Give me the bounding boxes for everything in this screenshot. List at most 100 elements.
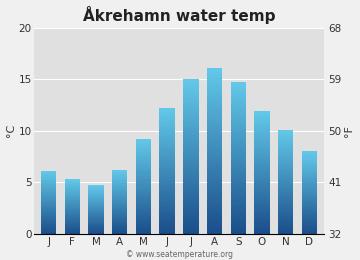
Bar [64, 228, 80, 229]
Bar [64, 213, 80, 214]
Bar [41, 179, 56, 180]
Bar [254, 126, 270, 128]
Bar [136, 177, 151, 178]
Bar [207, 90, 222, 93]
Bar [183, 133, 198, 135]
Bar [88, 223, 104, 224]
Bar [159, 221, 175, 223]
Bar [207, 194, 222, 197]
Bar [183, 127, 198, 129]
Bar [88, 207, 104, 208]
Bar [302, 226, 317, 227]
Bar [278, 144, 293, 145]
Bar [207, 82, 222, 84]
Bar [230, 97, 246, 99]
Bar [207, 130, 222, 132]
Bar [183, 135, 198, 137]
Bar [254, 171, 270, 172]
Bar [88, 231, 104, 232]
Bar [112, 222, 127, 223]
Bar [112, 188, 127, 189]
Bar [278, 151, 293, 152]
Bar [183, 220, 198, 222]
Bar [159, 215, 175, 217]
Bar [207, 201, 222, 203]
Bar [64, 226, 80, 227]
Bar [64, 201, 80, 202]
Bar [64, 215, 80, 216]
Bar [183, 96, 198, 99]
Bar [41, 193, 56, 194]
Bar [159, 147, 175, 149]
Bar [64, 180, 80, 181]
Bar [136, 183, 151, 184]
Bar [278, 134, 293, 135]
Bar [302, 206, 317, 207]
Bar [41, 211, 56, 212]
Bar [88, 225, 104, 226]
Bar [254, 191, 270, 192]
Bar [278, 165, 293, 166]
Bar [302, 171, 317, 172]
Bar [302, 152, 317, 153]
Bar [88, 220, 104, 221]
Bar [278, 174, 293, 175]
Bar [207, 103, 222, 105]
Bar [278, 222, 293, 223]
Bar [302, 199, 317, 200]
Bar [159, 191, 175, 193]
Bar [159, 224, 175, 226]
Bar [230, 177, 246, 179]
Bar [278, 187, 293, 188]
Bar [207, 205, 222, 207]
Bar [112, 201, 127, 202]
Bar [136, 144, 151, 145]
Bar [112, 216, 127, 217]
Bar [254, 202, 270, 203]
Bar [64, 192, 80, 193]
Bar [41, 176, 56, 177]
Bar [88, 227, 104, 228]
Bar [41, 209, 56, 210]
Bar [88, 221, 104, 222]
Bar [278, 148, 293, 149]
Bar [278, 154, 293, 156]
Bar [41, 184, 56, 185]
Bar [278, 204, 293, 205]
Bar [64, 212, 80, 213]
Bar [112, 213, 127, 214]
Bar [136, 215, 151, 216]
Bar [278, 193, 293, 195]
Bar [207, 174, 222, 176]
Bar [136, 168, 151, 170]
Bar [254, 137, 270, 139]
Bar [159, 161, 175, 163]
Bar [159, 128, 175, 130]
Bar [136, 171, 151, 172]
Bar [159, 229, 175, 231]
Bar [41, 192, 56, 193]
Bar [302, 224, 317, 225]
Bar [254, 134, 270, 136]
Bar [183, 143, 198, 145]
Bar [230, 173, 246, 175]
Bar [302, 195, 317, 196]
Bar [88, 209, 104, 210]
Bar [183, 129, 198, 131]
Bar [159, 198, 175, 199]
Bar [278, 140, 293, 141]
Bar [254, 176, 270, 177]
Bar [136, 163, 151, 164]
Bar [41, 226, 56, 227]
Bar [64, 233, 80, 234]
Bar [254, 125, 270, 126]
Bar [278, 212, 293, 213]
Bar [64, 208, 80, 209]
Bar [207, 120, 222, 122]
Bar [302, 161, 317, 162]
Bar [230, 181, 246, 183]
Bar [230, 148, 246, 151]
Bar [136, 165, 151, 166]
Bar [136, 208, 151, 209]
Bar [254, 231, 270, 232]
